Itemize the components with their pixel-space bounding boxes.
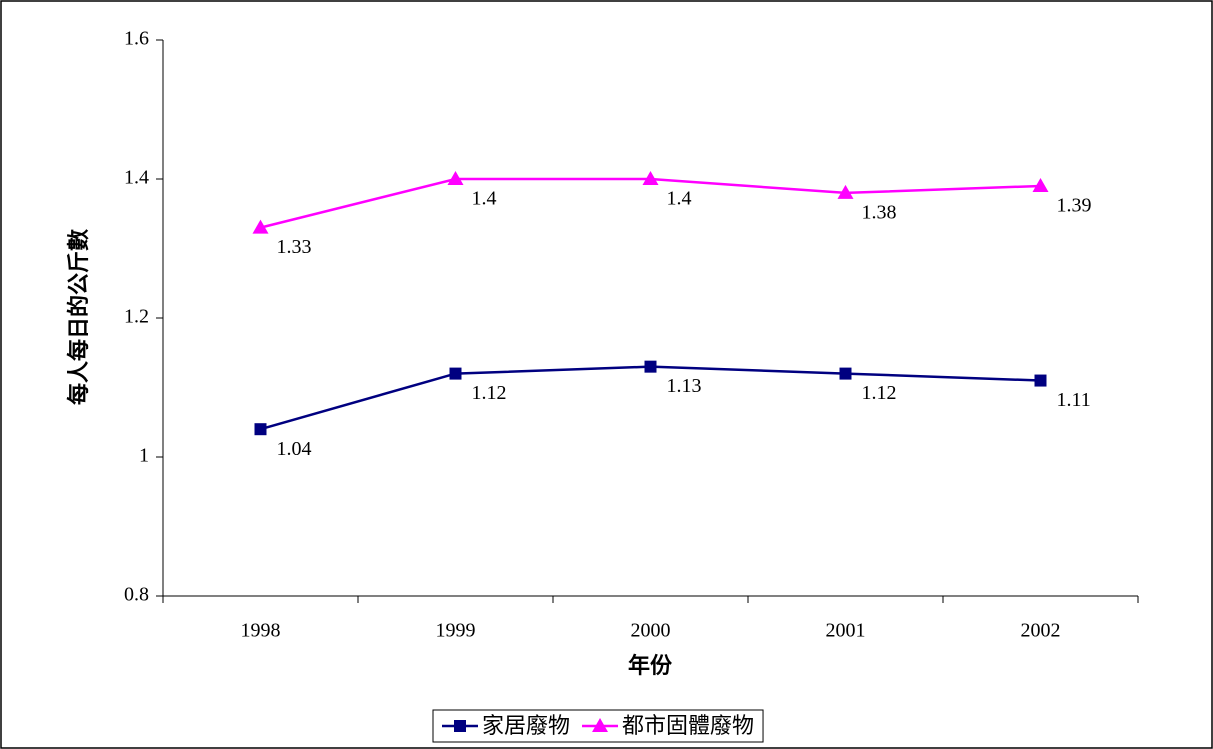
data-label: 1.13 <box>667 375 702 397</box>
marker <box>449 367 462 380</box>
marker <box>254 423 267 436</box>
marker <box>644 360 657 373</box>
x-tick-label: 1999 <box>436 620 476 642</box>
marker <box>252 219 269 234</box>
x-tick-label: 2002 <box>1021 620 1061 642</box>
legend-label: 都市固體廢物 <box>622 714 754 739</box>
data-label: 1.12 <box>862 382 897 404</box>
data-label: 1.38 <box>862 201 897 223</box>
y-tick-label: 1 <box>139 445 149 467</box>
marker <box>839 367 852 380</box>
data-label: 1.4 <box>667 188 692 210</box>
marker <box>1032 177 1049 192</box>
y-tick-label: 0.8 <box>124 584 149 606</box>
legend: 家居廢物 都市固體廢物 <box>432 709 764 743</box>
y-tick-label: 1.2 <box>124 306 149 328</box>
marker <box>592 718 609 732</box>
legend-label: 家居廢物 <box>482 714 570 739</box>
data-label: 1.12 <box>472 382 507 404</box>
data-label: 1.04 <box>277 438 312 460</box>
y-axis-label: 每人每日的公斤數 <box>66 229 92 405</box>
marker <box>837 184 854 199</box>
data-label: 1.11 <box>1057 389 1091 411</box>
x-tick-label: 2000 <box>631 620 671 642</box>
marker <box>447 171 464 185</box>
x-tick-label: 1998 <box>241 620 281 642</box>
data-label: 1.39 <box>1057 195 1092 217</box>
marker <box>642 171 659 185</box>
data-label: 1.33 <box>277 236 312 258</box>
marker <box>454 720 466 732</box>
x-tick-label: 2001 <box>826 620 866 642</box>
data-label: 1.4 <box>472 188 497 210</box>
y-tick-label: 1.4 <box>124 167 149 189</box>
marker <box>1034 374 1047 387</box>
y-tick-label: 1.6 <box>124 28 149 50</box>
x-axis-label: 年份 <box>628 653 673 679</box>
